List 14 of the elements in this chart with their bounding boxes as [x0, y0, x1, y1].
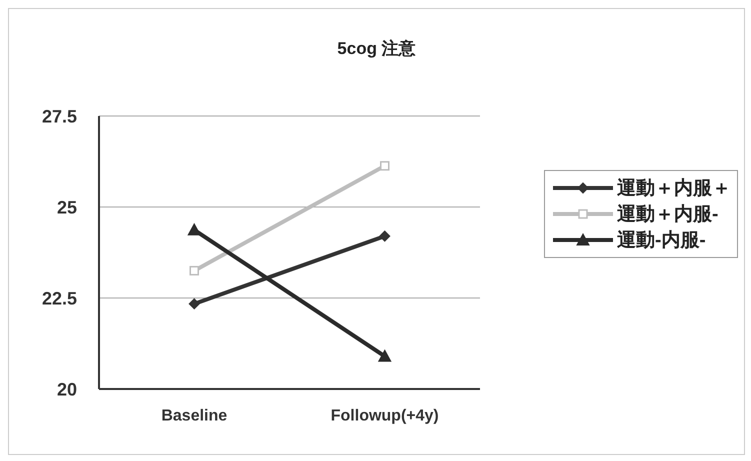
legend-label: 運動＋内服- — [617, 202, 718, 226]
point — [190, 266, 199, 276]
point — [380, 161, 390, 171]
point — [188, 298, 200, 310]
y-tick-label: 25 — [56, 197, 77, 218]
y-tick-label: 22.5 — [42, 288, 77, 308]
y-tick-label: 20 — [56, 379, 77, 400]
y-tick-label: 27.5 — [42, 106, 77, 126]
legend-label: 運動-内服- — [617, 228, 706, 252]
legend-label: 運動＋内服＋ — [617, 176, 731, 200]
point — [379, 230, 390, 242]
x-tick-label: Followup(+4y) — [330, 407, 439, 424]
x-tick-label: Baseline — [161, 407, 228, 424]
chart-title: 5cog 注意 — [336, 38, 417, 60]
